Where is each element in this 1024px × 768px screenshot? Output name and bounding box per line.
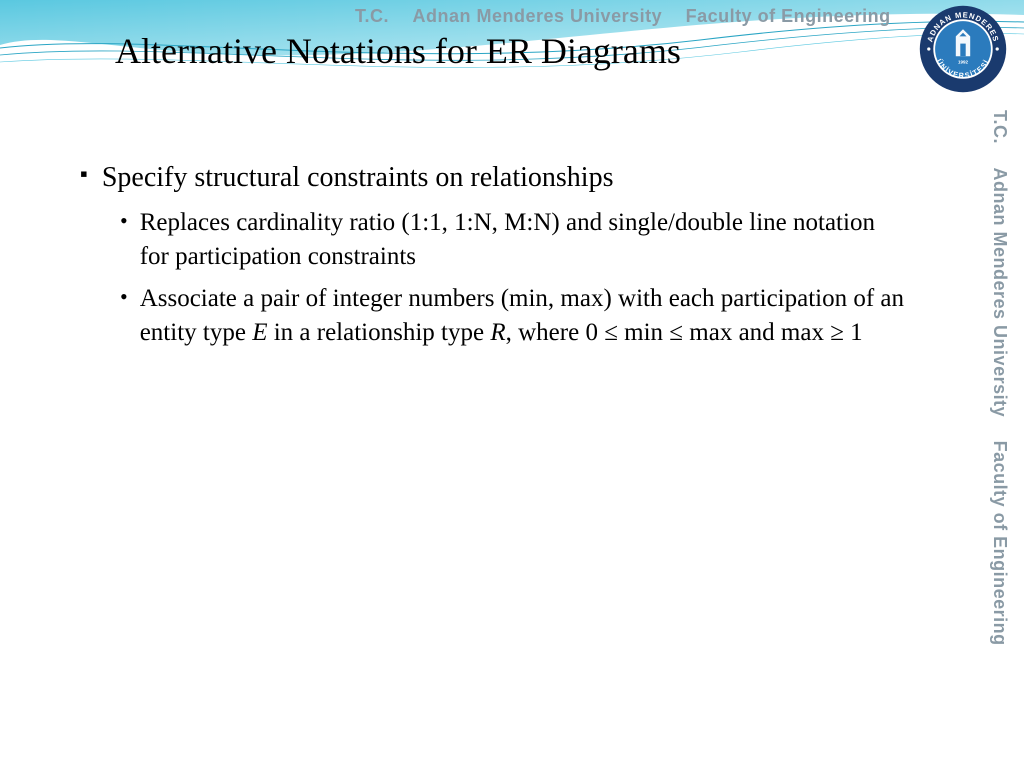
bullet-sub-1-text: Replaces cardinality ratio (1:1, 1:N, M:…	[140, 206, 910, 274]
university-logo: ADNAN MENDERES ÜNİVERSİTESİ 1992	[918, 4, 1008, 94]
bullet-main-text: Specify structural constraints on relati…	[102, 160, 614, 196]
svg-text:1992: 1992	[958, 59, 969, 64]
square-bullet-icon: ▪	[80, 160, 88, 189]
sidebar-tc: T.C.	[989, 110, 1010, 144]
sidebar-faculty: Faculty of Engineering	[989, 441, 1010, 646]
bullet-sub-2-text: Associate a pair of integer numbers (min…	[140, 282, 910, 350]
disc-bullet-icon: •	[120, 206, 128, 236]
bullet-sub-2: • Associate a pair of integer numbers (m…	[120, 282, 910, 350]
sidebar-institution: T.C. Adnan Menderes University Faculty o…	[986, 110, 1010, 750]
header-institution: T.C. Adnan Menderes University Faculty o…	[355, 6, 891, 27]
slide-title: Alternative Notations for ER Diagrams	[115, 30, 681, 72]
slide-content: ▪ Specify structural constraints on rela…	[80, 160, 910, 357]
header-university: Adnan Menderes University	[413, 6, 663, 27]
bullet-sub-1: • Replaces cardinality ratio (1:1, 1:N, …	[120, 206, 910, 274]
sidebar-university: Adnan Menderes University	[989, 168, 1010, 418]
bullet-main: ▪ Specify structural constraints on rela…	[80, 160, 910, 196]
header-tc: T.C.	[355, 6, 389, 27]
disc-bullet-icon: •	[120, 282, 128, 312]
header-faculty: Faculty of Engineering	[686, 6, 891, 27]
